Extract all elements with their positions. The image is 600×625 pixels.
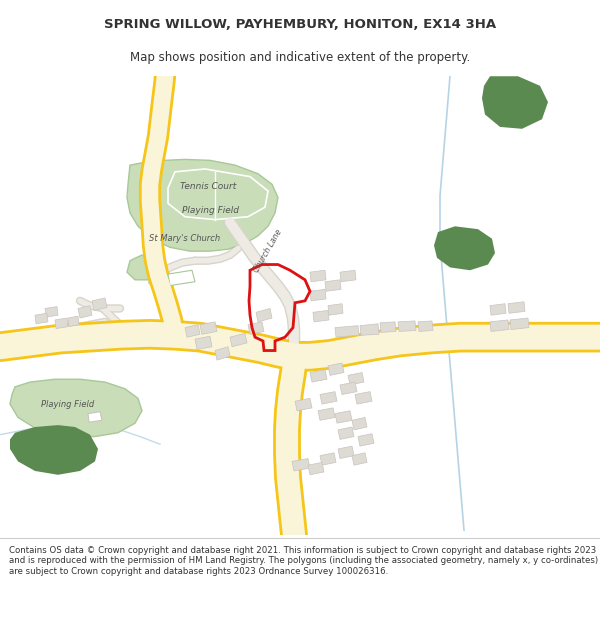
Text: Map shows position and indicative extent of the property.: Map shows position and indicative extent… bbox=[130, 51, 470, 64]
Text: St Mary's Church: St Mary's Church bbox=[149, 234, 221, 243]
Polygon shape bbox=[10, 425, 98, 475]
Polygon shape bbox=[340, 270, 356, 282]
Polygon shape bbox=[310, 270, 326, 282]
Polygon shape bbox=[35, 313, 48, 324]
Polygon shape bbox=[380, 322, 396, 332]
Polygon shape bbox=[434, 226, 495, 270]
Polygon shape bbox=[508, 302, 525, 313]
Polygon shape bbox=[127, 159, 278, 251]
Polygon shape bbox=[310, 369, 327, 382]
Polygon shape bbox=[230, 333, 247, 347]
Polygon shape bbox=[320, 452, 336, 465]
Text: Church Lane: Church Lane bbox=[252, 228, 284, 274]
Text: SPRING WILLOW, PAYHEMBURY, HONITON, EX14 3HA: SPRING WILLOW, PAYHEMBURY, HONITON, EX14… bbox=[104, 18, 496, 31]
Polygon shape bbox=[328, 304, 343, 315]
Polygon shape bbox=[195, 336, 212, 349]
Polygon shape bbox=[313, 311, 329, 322]
Polygon shape bbox=[352, 418, 367, 430]
Polygon shape bbox=[338, 427, 354, 439]
Text: Contains OS data © Crown copyright and database right 2021. This information is : Contains OS data © Crown copyright and d… bbox=[9, 546, 598, 576]
Polygon shape bbox=[256, 309, 272, 322]
Polygon shape bbox=[490, 304, 506, 315]
Polygon shape bbox=[340, 382, 357, 394]
Polygon shape bbox=[292, 459, 310, 471]
Polygon shape bbox=[127, 255, 155, 280]
Polygon shape bbox=[310, 289, 326, 301]
Polygon shape bbox=[295, 398, 312, 411]
Polygon shape bbox=[510, 318, 529, 329]
Polygon shape bbox=[88, 412, 102, 422]
Text: Playing Field: Playing Field bbox=[182, 206, 239, 214]
Polygon shape bbox=[248, 322, 264, 334]
Polygon shape bbox=[335, 411, 352, 423]
Polygon shape bbox=[335, 326, 359, 337]
Polygon shape bbox=[360, 324, 379, 335]
Polygon shape bbox=[358, 434, 374, 446]
Polygon shape bbox=[45, 307, 58, 317]
Text: Tennis Court: Tennis Court bbox=[180, 182, 236, 191]
Polygon shape bbox=[355, 392, 372, 404]
Polygon shape bbox=[10, 379, 142, 436]
Polygon shape bbox=[215, 347, 230, 360]
Polygon shape bbox=[338, 446, 354, 459]
Polygon shape bbox=[398, 321, 416, 331]
Polygon shape bbox=[490, 320, 509, 331]
Polygon shape bbox=[78, 306, 92, 318]
Polygon shape bbox=[320, 392, 337, 404]
Polygon shape bbox=[418, 321, 433, 331]
Polygon shape bbox=[482, 76, 548, 129]
Polygon shape bbox=[185, 325, 200, 337]
Polygon shape bbox=[328, 363, 344, 376]
Polygon shape bbox=[325, 280, 341, 291]
Polygon shape bbox=[55, 318, 68, 329]
Polygon shape bbox=[318, 408, 335, 420]
Polygon shape bbox=[308, 462, 324, 475]
Text: Playing Field: Playing Field bbox=[41, 399, 95, 409]
Polygon shape bbox=[200, 322, 217, 334]
Polygon shape bbox=[348, 372, 364, 385]
Polygon shape bbox=[352, 452, 367, 465]
Polygon shape bbox=[92, 298, 107, 311]
Polygon shape bbox=[168, 270, 195, 286]
Polygon shape bbox=[68, 316, 79, 327]
